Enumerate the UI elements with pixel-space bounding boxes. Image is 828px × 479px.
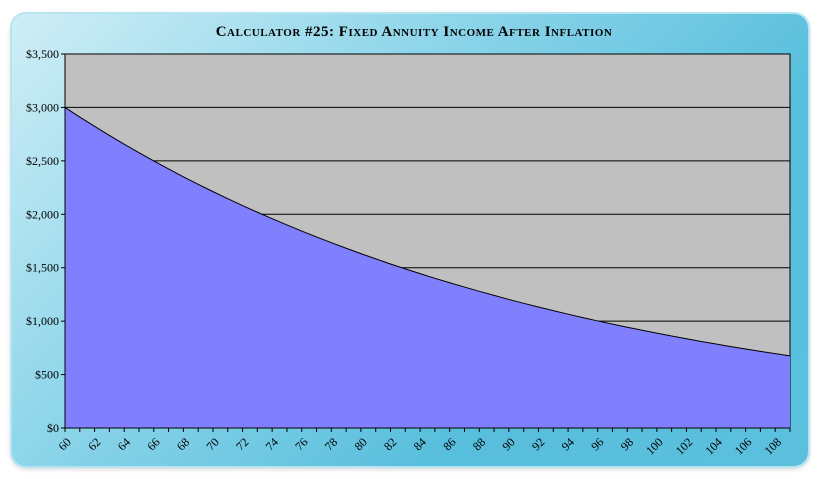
- x-tick-label: 64: [115, 435, 133, 453]
- y-tick-label: $2,500: [26, 154, 59, 168]
- x-tick-label: 62: [85, 435, 103, 453]
- x-tick-label: 68: [174, 435, 192, 453]
- x-tick-label: 76: [292, 435, 310, 453]
- x-tick-label: 74: [263, 435, 281, 453]
- x-tick-label: 82: [381, 435, 399, 453]
- x-tick-label: 78: [322, 435, 340, 453]
- x-tick-label: 80: [351, 435, 369, 453]
- y-tick-label: $0: [47, 421, 59, 435]
- x-tick-label: 84: [411, 435, 429, 453]
- x-tick-label: 102: [673, 435, 696, 458]
- y-tick-label: $1,000: [26, 314, 59, 328]
- area-series: [65, 107, 790, 428]
- chart-title: Calculator #25: Fixed Annuity Income Aft…: [215, 24, 613, 40]
- y-tick-label: $500: [35, 368, 59, 382]
- y-tick-label: $2,000: [26, 207, 59, 221]
- x-tick-label: 108: [761, 435, 784, 458]
- x-tick-label: 86: [440, 435, 458, 453]
- x-tick-label: 72: [233, 435, 251, 453]
- x-tick-label: 70: [203, 435, 221, 453]
- x-tick-label: 100: [643, 435, 666, 458]
- x-tick-label: 106: [732, 435, 755, 458]
- x-tick-label: 66: [144, 435, 162, 453]
- x-tick-label: 96: [588, 435, 606, 453]
- x-tick-label: 90: [499, 435, 517, 453]
- x-tick-label: 92: [529, 435, 547, 453]
- y-tick-label: $1,500: [26, 261, 59, 275]
- x-tick-label: 104: [702, 435, 725, 458]
- x-tick-label: 98: [618, 435, 636, 453]
- x-tick-label: 88: [470, 435, 488, 453]
- y-tick-label: $3,500: [26, 47, 59, 61]
- series-line: [64, 107, 791, 357]
- y-tick-label: $3,000: [26, 100, 59, 114]
- x-tick-label: 60: [56, 435, 74, 453]
- x-tick-label: 94: [559, 435, 577, 453]
